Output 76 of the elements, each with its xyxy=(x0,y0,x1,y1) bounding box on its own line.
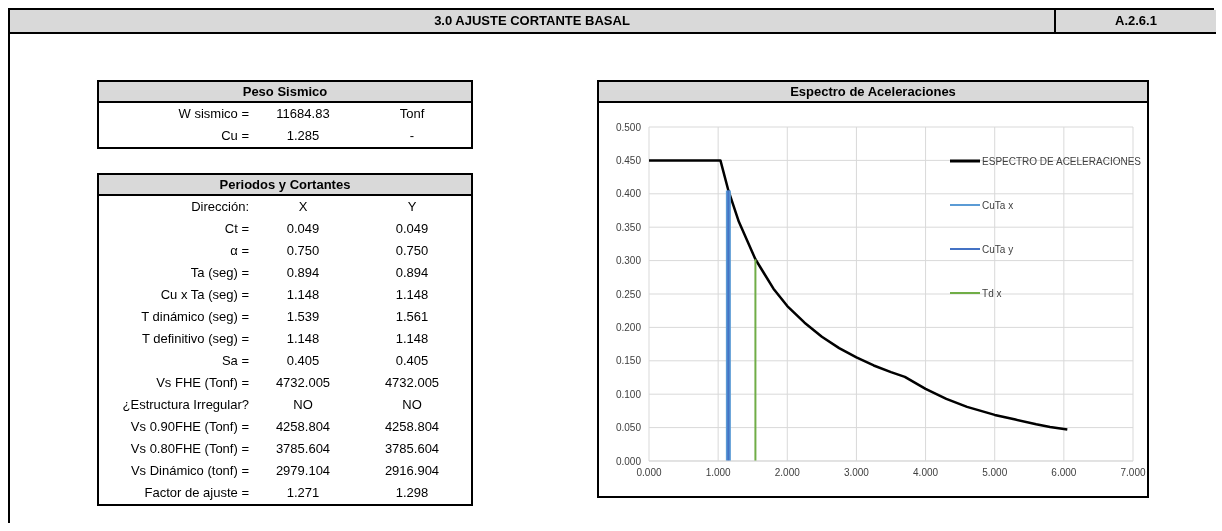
y-tick-label: 0.500 xyxy=(615,121,642,133)
text: 1.561 xyxy=(394,308,430,326)
text: NO xyxy=(401,396,423,414)
text: 1.148 xyxy=(285,286,321,304)
text: W sismico = xyxy=(177,105,250,123)
chart-title: Espectro de Aceleraciones xyxy=(599,82,1147,103)
x-tick-label: 4.000 xyxy=(913,467,939,479)
text: - xyxy=(408,127,416,145)
legend-label: Td x xyxy=(982,287,1002,299)
text: 4258.804 xyxy=(383,418,441,436)
text: 1.285 xyxy=(285,127,321,145)
y-tick-label: 0.250 xyxy=(615,288,642,300)
y-tick-label: 0.000 xyxy=(615,455,642,467)
text: 1.148 xyxy=(285,330,321,348)
text: 3785.604 xyxy=(383,440,441,458)
text: 0.049 xyxy=(285,220,321,238)
legend-label: CuTa y xyxy=(982,243,1014,255)
legend-label: ESPECTRO DE ACELERACIONES xyxy=(982,155,1141,167)
text: Ct = xyxy=(223,220,250,238)
text: Vs 0.90FHE (Tonf) = xyxy=(129,418,250,436)
x-tick-label: 0.000 xyxy=(636,467,662,479)
text: Peso Sismico xyxy=(99,82,471,103)
text: NO xyxy=(292,396,314,414)
legend-label: CuTa x xyxy=(982,199,1014,211)
text: Vs Dinámico (tonf) = xyxy=(129,462,250,480)
text: 0.049 xyxy=(394,220,430,238)
y-tick-label: 0.300 xyxy=(615,255,642,267)
x-tick-label: 1.000 xyxy=(705,467,732,479)
x-tick-label: 5.000 xyxy=(982,467,1008,479)
y-tick-label: 0.400 xyxy=(615,188,642,200)
text: 11684.83 xyxy=(275,105,331,123)
text: Y xyxy=(406,198,418,216)
text: 1.298 xyxy=(394,484,430,502)
text: T dinámico (seg) = xyxy=(140,308,250,326)
text: Vs 0.80FHE (Tonf) = xyxy=(129,440,250,458)
x-tick-label: 2.000 xyxy=(774,467,801,479)
y-tick-label: 0.100 xyxy=(615,388,642,400)
text: Vs FHE (Tonf) = xyxy=(155,374,250,392)
text: 3.0 AJUSTE CORTANTE BASAL xyxy=(10,10,1056,32)
text: 0.894 xyxy=(285,264,321,282)
text: 4732.005 xyxy=(274,374,332,392)
text: X xyxy=(297,198,309,216)
text: A.2.6.1 xyxy=(1114,12,1158,30)
text: 3785.604 xyxy=(274,440,332,458)
text: T definitivo (seg) = xyxy=(140,330,250,348)
text: 1.148 xyxy=(394,330,430,348)
text: 4258.804 xyxy=(274,418,332,436)
x-tick-label: 7.000 xyxy=(1120,467,1146,479)
text: 2916.904 xyxy=(383,462,441,480)
y-tick-label: 0.150 xyxy=(615,355,642,367)
text: 0.405 xyxy=(285,352,321,370)
text: 4732.005 xyxy=(383,374,441,392)
x-tick-label: 6.000 xyxy=(1051,467,1077,479)
text: Cu = xyxy=(220,127,250,145)
text: 1.148 xyxy=(394,286,430,304)
y-tick-label: 0.050 xyxy=(615,422,642,434)
text: α = xyxy=(229,242,250,260)
text: 0.750 xyxy=(285,242,321,260)
text: Ta (seg) = xyxy=(189,264,250,282)
text: Dirección: xyxy=(190,198,250,216)
text: 1.539 xyxy=(285,308,321,326)
y-tick-label: 0.450 xyxy=(615,154,642,166)
text: ¿Estructura Irregular? xyxy=(121,396,250,414)
x-tick-label: 3.000 xyxy=(843,467,870,479)
y-tick-label: 0.350 xyxy=(615,221,642,233)
text: 0.750 xyxy=(394,242,430,260)
text: 2979.104 xyxy=(274,462,332,480)
text: 0.894 xyxy=(394,264,430,282)
text: 0.405 xyxy=(394,352,430,370)
text: Cu x Ta (seg) = xyxy=(159,286,250,304)
text: 1.271 xyxy=(285,484,321,502)
y-tick-label: 0.200 xyxy=(615,321,642,333)
text: Periodos y Cortantes xyxy=(99,175,471,196)
text: Factor de ajuste = xyxy=(143,484,250,502)
text: Sa = xyxy=(220,352,250,370)
text: Tonf xyxy=(398,105,426,123)
